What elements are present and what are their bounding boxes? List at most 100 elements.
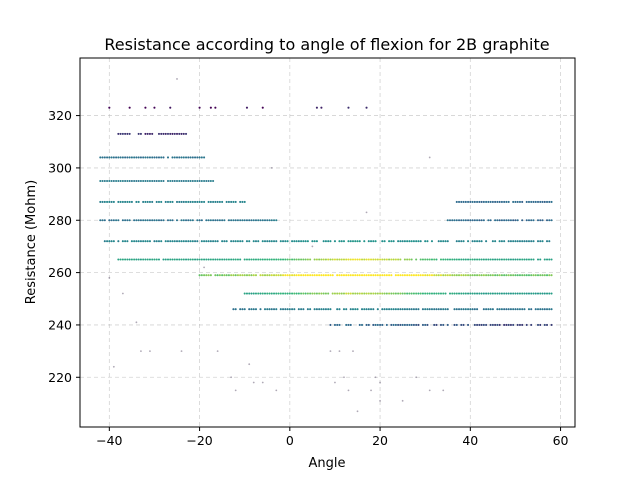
data-point (184, 200, 188, 203)
data-point (471, 308, 474, 311)
data-point (214, 258, 217, 261)
data-point (119, 156, 122, 159)
data-point (198, 274, 201, 277)
data-point (318, 258, 321, 261)
data-point (153, 156, 156, 159)
data-point (507, 308, 510, 311)
data-point (390, 308, 393, 311)
data-point (329, 308, 332, 311)
data-point (124, 240, 127, 243)
data-point (421, 308, 424, 311)
data-point (232, 308, 235, 311)
data-point (408, 274, 411, 277)
y-tick-label: 260 (48, 265, 72, 280)
data-point (218, 200, 221, 203)
data-point (176, 78, 178, 80)
data-point (205, 258, 208, 261)
data-point (203, 200, 206, 203)
data-point (462, 240, 465, 243)
data-point (212, 179, 215, 183)
data-point (187, 156, 190, 159)
data-point (442, 292, 445, 295)
data-point (444, 258, 447, 261)
data-point (521, 219, 524, 222)
data-point (214, 200, 217, 203)
data-point (514, 274, 517, 277)
data-point (241, 219, 244, 222)
data-point (372, 308, 375, 311)
data-point (209, 106, 212, 109)
data-point (435, 258, 438, 261)
data-point (550, 200, 553, 203)
data-point (329, 323, 332, 326)
data-point (527, 292, 531, 295)
data-point (268, 258, 271, 261)
data-point (518, 292, 521, 295)
data-point (277, 258, 280, 261)
data-point (133, 219, 136, 222)
data-point (157, 179, 161, 183)
data-point (514, 292, 517, 295)
data-point (112, 365, 115, 368)
data-point (117, 179, 120, 183)
data-point (433, 274, 436, 277)
data-point (541, 240, 544, 243)
data-point (239, 219, 242, 222)
data-point (336, 308, 339, 311)
data-point (207, 200, 210, 203)
data-point (266, 274, 269, 277)
data-point (494, 200, 497, 203)
data-point (367, 308, 370, 311)
data-point (446, 323, 449, 326)
data-point (548, 200, 551, 203)
data-point (268, 219, 271, 222)
data-point (505, 292, 508, 295)
data-point (351, 292, 355, 295)
data-point (527, 258, 531, 261)
data-point (128, 258, 131, 261)
data-point (525, 323, 528, 326)
data-point (345, 258, 348, 261)
data-point (543, 308, 546, 311)
data-point (137, 179, 140, 183)
data-point (392, 292, 395, 295)
data-point (453, 219, 456, 222)
data-point (178, 179, 181, 183)
data-point (227, 274, 230, 277)
data-point (205, 219, 208, 222)
data-point (182, 258, 185, 261)
data-point (151, 132, 154, 135)
data-point (115, 156, 118, 159)
data-point (121, 179, 124, 183)
data-point (263, 292, 267, 295)
data-point (108, 200, 111, 203)
data-point (153, 179, 156, 183)
data-point (178, 240, 181, 243)
data-point (543, 323, 546, 326)
data-point (230, 274, 233, 277)
data-point (128, 219, 131, 222)
data-point (320, 292, 323, 295)
data-point (146, 258, 149, 261)
data-point (144, 258, 147, 261)
data-point (356, 274, 359, 277)
data-point (424, 323, 427, 326)
data-point (173, 132, 176, 135)
data-point (467, 240, 470, 243)
data-point (293, 240, 296, 243)
data-point (446, 258, 449, 261)
data-point (329, 274, 332, 277)
data-point (482, 274, 485, 277)
data-point (543, 292, 546, 295)
data-point (108, 219, 111, 222)
data-point (424, 274, 427, 277)
data-point (354, 292, 357, 295)
data-point (509, 292, 512, 295)
x-tick-label: 40 (462, 433, 478, 448)
data-point (507, 240, 510, 243)
data-point (184, 132, 188, 135)
data-point (331, 258, 334, 261)
data-point (187, 200, 190, 203)
data-point (293, 274, 296, 277)
data-point (160, 240, 163, 243)
